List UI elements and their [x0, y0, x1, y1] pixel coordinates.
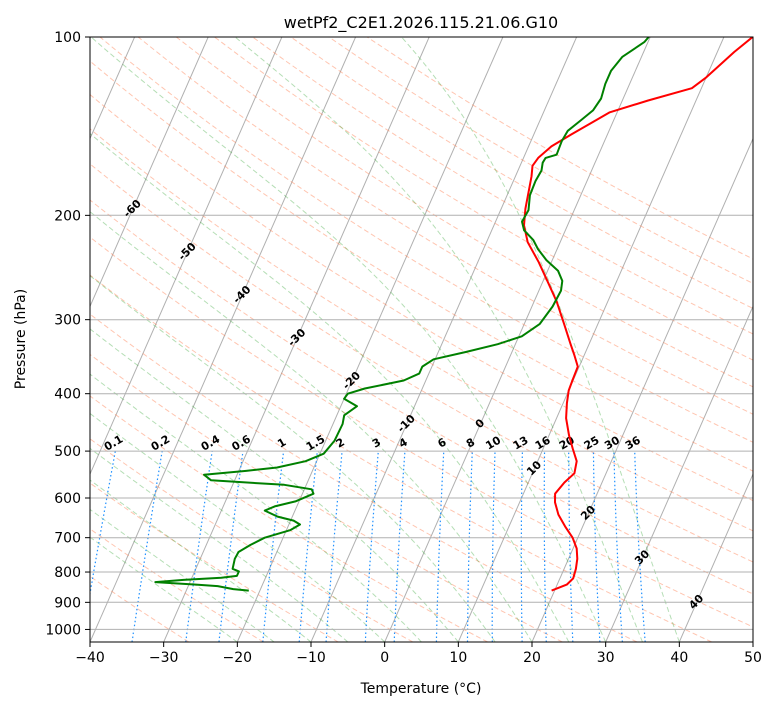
mixing-ratio-line	[262, 451, 285, 642]
y-axis-label: Pressure (hPa)	[13, 289, 29, 389]
x-tick-label: 20	[523, 650, 541, 666]
mixing-ratio-line	[131, 450, 163, 642]
y-tick-label: 700	[54, 531, 81, 547]
dewpoint-profile-line	[154, 37, 650, 592]
moist-adiabat-line	[90, 536, 238, 642]
y-tick-label: 400	[54, 387, 81, 403]
x-tick-label: 30	[597, 650, 615, 666]
x-tick-label: −40	[75, 650, 105, 666]
x-tick-label: −20	[223, 650, 253, 666]
dry-adiabat-line	[90, 93, 753, 502]
isotherm-line	[310, 37, 578, 642]
profile-series	[154, 37, 753, 592]
x-tick-label: 50	[744, 650, 762, 666]
dry-adiabat-line	[90, 353, 563, 642]
y-tick-label: 600	[54, 491, 81, 507]
y-tick-label: 200	[54, 208, 81, 224]
isotherm-line	[384, 37, 651, 642]
moist-adiabat-line	[90, 275, 496, 642]
isotherm-line	[457, 37, 725, 642]
dry-adiabat-line	[99, 37, 753, 443]
y-tick-label: 500	[54, 444, 81, 460]
moist-adiabat-line	[90, 447, 349, 642]
moist-adiabat-line	[90, 37, 607, 642]
x-tick-label: 0	[380, 650, 389, 666]
dry-adiabat-line	[90, 482, 339, 642]
mixing-ratio-line	[218, 451, 244, 642]
y-tick-label: 900	[54, 595, 81, 611]
moist-adiabat-line	[90, 211, 533, 642]
temperature-profile-line	[523, 37, 753, 592]
moist-adiabat-line	[401, 37, 680, 642]
y-tick-label: 100	[54, 30, 81, 46]
isotherm-line	[678, 472, 753, 642]
x-tick-label: 40	[670, 650, 688, 666]
pressure-grid	[90, 37, 753, 630]
dry-adiabat-line	[90, 199, 753, 595]
dry-adiabat-line	[252, 37, 753, 335]
dry-adiabat-line	[90, 438, 414, 642]
x-axis-label: Temperature (°C)	[360, 681, 482, 697]
isotherm-line	[236, 37, 504, 642]
dry-adiabat-line	[90, 236, 753, 628]
isotherm-line	[90, 37, 357, 642]
y-tick-label: 800	[54, 565, 81, 581]
dry-adiabat-line	[290, 37, 753, 309]
moist-adiabat-line	[90, 373, 422, 642]
y-tick-label: 1000	[45, 622, 81, 638]
mixing-ratio-line	[185, 451, 213, 642]
mixing-ratio-line	[325, 451, 343, 642]
chart-title: wetPf2_C2E1.2026.115.21.06.G10	[284, 13, 558, 33]
isotherm-line	[605, 305, 753, 642]
isotherm-line	[163, 37, 430, 642]
moist-adiabat-line	[90, 132, 570, 642]
y-tick-label: 300	[54, 313, 81, 329]
dry-adiabat-line	[90, 395, 488, 642]
dry-adiabat-line	[90, 575, 190, 642]
isotherm-line	[90, 37, 283, 476]
isotherm-line	[90, 37, 209, 308]
background-lines	[90, 37, 753, 642]
dry-adiabat-line	[90, 60, 753, 472]
x-tick-label: 10	[449, 650, 467, 666]
dry-adiabat-line	[137, 37, 753, 415]
plot-frame	[89, 36, 754, 643]
y-axis-ticks: 100 200 300 400 500 600 700 800 900 1000	[45, 30, 90, 638]
dry-adiabat-line	[90, 313, 638, 642]
x-axis-ticks: −40 −30 −20 −10 0 10 20 30 40 50	[75, 642, 762, 666]
dry-adiabat-line	[90, 274, 712, 642]
isotherm-line	[531, 137, 753, 642]
x-tick-label: −10	[296, 650, 326, 666]
x-tick-label: −30	[149, 650, 179, 666]
dry-adiabat-line	[90, 163, 753, 563]
moist-adiabat-line	[90, 412, 386, 642]
dry-adiabat-line	[328, 37, 753, 284]
